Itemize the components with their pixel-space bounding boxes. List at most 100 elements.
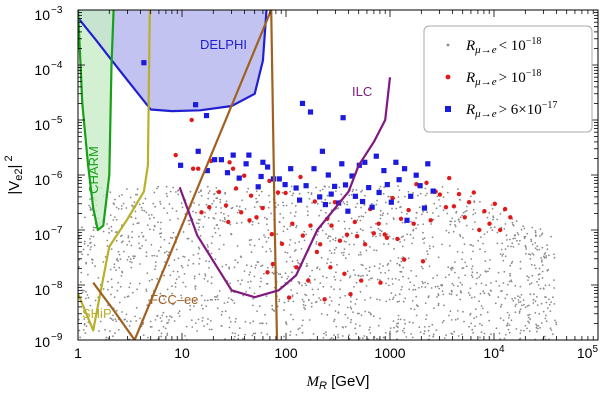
background-point (379, 214, 382, 216)
background-point (463, 320, 465, 323)
background-point (194, 300, 196, 303)
background-point (292, 318, 295, 321)
background-point (194, 322, 197, 324)
background-point (287, 275, 290, 278)
background-point (450, 293, 453, 296)
background-point (237, 334, 240, 337)
red-point (420, 259, 426, 264)
background-point (486, 231, 489, 233)
background-point (289, 330, 292, 333)
background-point (230, 298, 233, 301)
background-point (424, 187, 427, 190)
background-point (433, 202, 436, 205)
blue-point (421, 205, 428, 211)
background-point (371, 235, 374, 238)
y-tick-label-1e-9-exp: −9 (51, 332, 63, 343)
background-point (282, 230, 285, 233)
background-point (231, 299, 234, 302)
x-tick-label-1000: 1000 (374, 345, 405, 361)
background-point (352, 311, 354, 313)
red-point (348, 292, 353, 297)
background-point (364, 299, 366, 301)
background-point (393, 326, 395, 329)
background-point (531, 243, 534, 246)
background-point (223, 216, 226, 219)
background-point (422, 223, 425, 226)
background-point (321, 229, 324, 232)
background-point (493, 226, 496, 229)
background-point (499, 338, 502, 340)
blue-point (282, 182, 288, 188)
background-point (291, 294, 294, 296)
background-point (421, 267, 424, 270)
background-point (397, 318, 400, 321)
background-point (517, 243, 520, 246)
background-point (447, 266, 450, 269)
background-point (160, 320, 163, 322)
background-point (220, 325, 223, 327)
background-point (480, 313, 482, 316)
background-point (82, 248, 85, 251)
background-point (87, 296, 90, 299)
background-point (497, 296, 500, 299)
background-point (337, 333, 339, 336)
background-point (437, 256, 440, 259)
background-point (364, 310, 367, 313)
background-point (548, 298, 550, 301)
background-point (523, 235, 526, 238)
background-point (213, 217, 216, 220)
background-point (361, 264, 364, 266)
background-point (263, 272, 265, 275)
background-point (201, 316, 204, 319)
background-point (387, 195, 390, 198)
background-point (191, 240, 194, 243)
red-point (362, 242, 368, 247)
background-point (203, 299, 206, 302)
background-point (112, 314, 114, 317)
background-point (524, 306, 527, 309)
background-point (548, 284, 551, 286)
background-point (333, 248, 336, 251)
background-point (542, 288, 545, 290)
background-point (198, 273, 201, 276)
background-point (303, 239, 306, 242)
background-point (89, 304, 92, 307)
background-point (523, 237, 526, 240)
background-point (294, 205, 297, 207)
background-point (330, 252, 333, 255)
background-point (459, 234, 461, 236)
background-point (450, 319, 453, 321)
background-point (434, 285, 437, 288)
background-point (503, 337, 506, 340)
background-point (512, 223, 514, 226)
background-point (115, 320, 118, 323)
background-point (233, 335, 236, 338)
background-point (113, 266, 116, 269)
background-point (348, 194, 351, 197)
background-point (110, 225, 113, 228)
background-point (128, 325, 131, 327)
background-point (344, 313, 347, 316)
background-point (305, 284, 308, 287)
background-point (400, 288, 403, 291)
background-point (126, 295, 129, 298)
background-point (215, 187, 218, 189)
background-point (322, 285, 325, 288)
background-point (264, 236, 267, 239)
background-point (486, 311, 489, 314)
background-point (549, 327, 552, 330)
background-point (530, 238, 532, 241)
background-point (412, 237, 415, 239)
y-tick-label-1e-3-exp: −3 (51, 5, 63, 16)
background-point (112, 319, 114, 322)
background-point (387, 243, 390, 246)
background-point (166, 195, 169, 198)
background-point (219, 198, 222, 201)
background-point (110, 278, 113, 281)
background-point (470, 322, 473, 325)
red-point (471, 190, 476, 195)
background-point (509, 238, 511, 241)
background-point (200, 190, 202, 193)
background-point (406, 233, 409, 236)
blue-point (299, 100, 306, 106)
